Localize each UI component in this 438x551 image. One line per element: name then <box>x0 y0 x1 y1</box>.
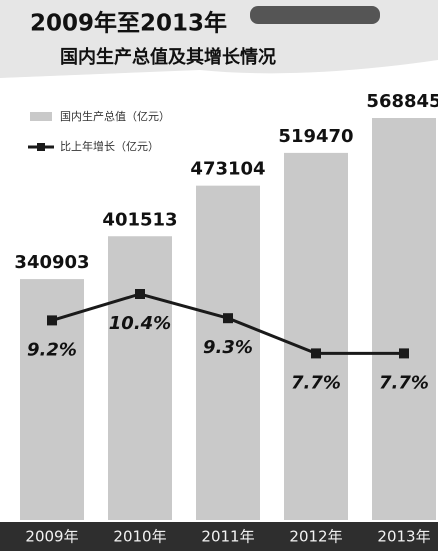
line-value-label: 9.2% <box>27 339 77 360</box>
line-value-label: 9.3% <box>203 337 253 358</box>
x-tick-label: 2010年 <box>113 528 166 546</box>
line-marker <box>399 348 409 359</box>
line-marker <box>311 348 321 359</box>
bar <box>196 185 260 520</box>
bar-value-label: 401513 <box>102 209 177 230</box>
chart-title: 2009年至2013年 <box>30 10 227 37</box>
bar <box>372 118 436 520</box>
bar-value-label: 340903 <box>14 252 89 273</box>
line-value-label: 7.7% <box>291 372 341 393</box>
x-tick-label: 2012年 <box>289 528 342 546</box>
bar-value-label: 568845 <box>366 91 438 112</box>
bar-value-label: 519470 <box>278 126 353 147</box>
decor-cable <box>250 6 380 24</box>
x-tick-label: 2011年 <box>201 528 254 546</box>
legend-swatch <box>30 112 52 121</box>
legend-label: 比上年增长（亿元） <box>60 139 159 153</box>
chart-subtitle: 国内生产总值及其增长情况 <box>60 46 276 68</box>
bar-value-label: 473104 <box>190 159 265 180</box>
line-marker <box>135 289 145 299</box>
x-tick-label: 2009年 <box>25 528 78 546</box>
line-marker <box>47 315 57 326</box>
legend-swatch <box>37 143 45 151</box>
line-value-label: 10.4% <box>109 313 171 334</box>
legend-label: 国内生产总值（亿元） <box>60 109 170 123</box>
line-value-label: 7.7% <box>379 372 429 393</box>
bar <box>108 236 172 520</box>
x-tick-label: 2013年 <box>377 528 430 546</box>
line-marker <box>223 313 233 324</box>
axis-strip <box>0 522 438 551</box>
bar <box>284 152 348 520</box>
